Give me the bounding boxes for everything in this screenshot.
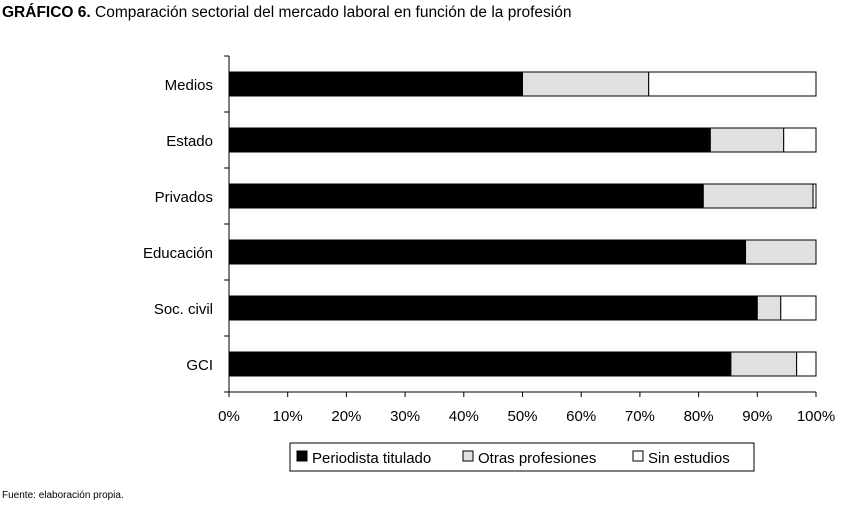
x-tick-label: 100% [797,408,835,425]
legend: Periodista titulado Otras profesiones Sin … [289,442,755,472]
bar-segment [702,183,814,209]
x-tick-label: 50% [507,408,537,425]
chart-title: GRÁFICO 6. Comparación sectorial del mer… [2,4,571,22]
bar-segment [812,183,817,209]
legend-label: Periodista titulado [312,450,431,467]
x-tick-label: 70% [625,408,655,425]
legend-label: Otras profesiones [478,450,596,467]
chart-title-prefix: GRÁFICO 6. [2,4,91,21]
x-tick-label: 20% [331,408,361,425]
category-label: GCI [186,357,213,374]
bar-segment [745,239,817,265]
bar-segment [783,127,817,153]
category-label: Soc. civil [154,301,213,318]
x-tick-label: 30% [390,408,420,425]
x-tick-label: 90% [742,408,772,425]
x-tick-label: 10% [273,408,303,425]
bar-segment [730,351,798,377]
bar-segment [522,71,650,97]
bar-segment [648,71,817,97]
category-label: Privados [155,189,213,206]
bar-segment [796,351,817,377]
bar-segment [780,295,817,321]
legend-swatch [632,450,644,462]
category-label: Medios [165,77,213,94]
x-tick-label: 60% [566,408,596,425]
legend-swatch [462,450,474,462]
bar-segment [228,239,747,265]
category-label: Estado [166,133,213,150]
bar-segment [756,295,782,321]
bar-segment [228,295,758,321]
legend-box [289,442,755,472]
x-tick-label: 40% [449,408,479,425]
x-tick-label: 80% [684,408,714,425]
bar-segment [709,127,785,153]
bar-segment [228,183,704,209]
bar-segment [228,71,523,97]
legend-swatch [296,450,308,462]
x-tick-label: 0% [218,408,240,425]
source-note: Fuente: elaboración propia. [2,490,124,501]
legend-label: Sin estudios [648,450,730,467]
category-label: Educación [143,245,213,262]
bar-segment [228,351,732,377]
chart-title-text: Comparación sectorial del mercado labora… [95,4,572,21]
bar-segment [228,127,711,153]
